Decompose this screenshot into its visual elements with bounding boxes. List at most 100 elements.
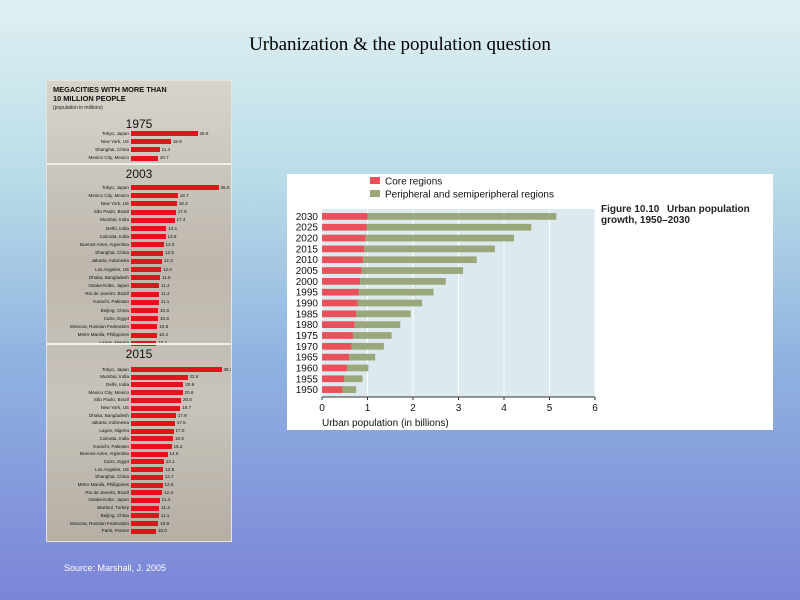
- megacity-value: 17.9: [177, 412, 187, 418]
- megacity-label: Delhi, India: [106, 381, 129, 387]
- core-regions-bar: [322, 277, 361, 285]
- megacity-bar: [131, 226, 167, 231]
- urban-growth-chart: 1950195519601965197019751980198519901995…: [296, 177, 750, 430]
- megacity-value: 13.0: [165, 241, 175, 247]
- peripheral-regions-bar: [364, 245, 495, 253]
- peripheral-regions-bar: [354, 321, 401, 329]
- x-tick-label: 5: [547, 403, 553, 414]
- megacity-label: Lagos, Nigeria: [99, 428, 129, 434]
- megacity-bar: [131, 139, 171, 145]
- urban-growth-figure: 1950 1955 1960 1965 1970 1975 1980 1985 1990 1995…: [287, 174, 773, 430]
- megacity-label: Shanghai, China: [95, 474, 129, 480]
- megacity-value: 19.7: [182, 405, 192, 410]
- y-tick-label: 1960: [296, 363, 319, 374]
- y-tick-label: 1985: [296, 309, 319, 320]
- megacity-value: 10.9: [160, 520, 170, 526]
- megacity-label: Buenos Aires, Argentina: [79, 451, 129, 457]
- megacity-bar: [131, 332, 157, 338]
- megacity-bar: [131, 497, 160, 503]
- megacity-value: 11.4: [161, 146, 171, 152]
- megacity-label: Dhaka, Bangladesh: [88, 412, 129, 418]
- megacity-bar: [131, 436, 173, 442]
- megacity-label: Moscow, Russian Federation: [70, 520, 129, 526]
- megacity-value: 10.8: [160, 315, 169, 321]
- y-tick-label: 2010: [296, 255, 319, 266]
- megacities-subtitle: (population in millions): [53, 105, 103, 111]
- core-regions-bar: [322, 213, 368, 220]
- megacity-value: 20.6: [184, 389, 194, 395]
- megacity-bar: [131, 193, 178, 199]
- megacity-label: Beijing, China: [100, 307, 129, 313]
- megacity-label: New York, US: [100, 138, 129, 144]
- megacity-value: 12.4: [164, 489, 173, 495]
- megacity-value: 10.7: [159, 155, 169, 161]
- x-tick-label: 2: [410, 403, 416, 414]
- peripheral-regions-bar: [361, 267, 464, 274]
- megacity-label: Tokyo, Japan: [101, 184, 129, 190]
- peripheral-regions-bar: [366, 223, 532, 231]
- peripheral-regions-bar: [362, 256, 477, 264]
- megacity-value: 11.3: [161, 505, 170, 511]
- megacity-bar: [131, 291, 159, 297]
- panel-divider: [47, 343, 231, 345]
- x-tick-label: 0: [319, 403, 325, 414]
- core-regions-bar: [322, 342, 352, 350]
- megacity-bar: [131, 490, 162, 496]
- megacity-value: 16.2: [173, 443, 183, 449]
- y-tick-label: 2020: [296, 234, 319, 245]
- megacity-label: Calcutta, India: [99, 435, 129, 441]
- megacity-bar: [131, 405, 181, 411]
- megacity-value: 13.8: [167, 233, 177, 239]
- megacity-value: 16.8: [175, 435, 184, 441]
- megacity-label: Mexico City, Mexico: [88, 192, 130, 198]
- megacity-value: 36.2: [223, 366, 232, 372]
- y-tick-label: 1965: [296, 353, 319, 364]
- megacity-value: 35.0: [220, 184, 230, 190]
- megacity-bar: [131, 316, 158, 322]
- core-regions-bar: [322, 299, 358, 307]
- megacity-bar: [131, 420, 175, 426]
- megacity-value: 11.6: [162, 274, 171, 280]
- x-tick-label: 6: [592, 403, 598, 414]
- megacity-value: 14.1: [168, 225, 178, 231]
- megacity-value: 17.5: [176, 420, 186, 426]
- megacity-value: 14.6: [169, 451, 179, 457]
- core-regions-bar: [322, 332, 353, 339]
- megacity-value: 22.6: [189, 374, 199, 380]
- megacity-bar: [131, 267, 161, 272]
- megacity-bar: [131, 275, 160, 281]
- megacity-label: Cairo, Egypt: [103, 315, 129, 321]
- core-regions-bar: [322, 321, 355, 329]
- megacities-title-line1: MEGACITIES WITH MORE THAN: [53, 85, 167, 94]
- megacity-value: 10.4: [159, 332, 168, 338]
- chart-title-line1: Urban population: [667, 204, 750, 215]
- megacity-label: Buenos Aires, Argentina: [79, 241, 129, 247]
- core-regions-bar: [322, 310, 357, 318]
- megacity-label: Tokyo, Japan: [101, 366, 129, 372]
- core-regions-bar: [322, 375, 345, 383]
- megacity-bar: [131, 155, 158, 161]
- core-regions-bar: [322, 234, 366, 242]
- megacity-bar: [131, 283, 159, 289]
- megacity-value: 17.9: [177, 209, 187, 215]
- panel-divider: [47, 163, 231, 165]
- megacity-bar: [131, 308, 158, 313]
- megacity-value: 12.0: [163, 266, 172, 272]
- core-regions-bar: [322, 386, 343, 393]
- megacity-label: Delhi, India: [106, 225, 129, 231]
- core-regions-bar: [322, 256, 363, 264]
- megacity-bar: [131, 374, 188, 380]
- y-tick-label: 1995: [296, 288, 319, 299]
- megacity-label: Jakarta, Indonesia: [91, 258, 129, 264]
- megacity-value: 11.1: [160, 512, 170, 518]
- megacity-label: Rio de Janeiro, Brazil: [85, 291, 129, 297]
- megacity-bar: [131, 382, 184, 388]
- megacity-label: Paris, France: [101, 528, 129, 534]
- megacity-label: Los Angeles, US: [95, 266, 129, 272]
- megacity-label: Shanghai, China: [95, 146, 129, 152]
- megacity-bar: [131, 324, 158, 330]
- y-tick-label: 2015: [296, 244, 319, 255]
- chart-title-line2: growth, 1950–2030: [601, 215, 690, 226]
- megacity-bar: [131, 185, 219, 190]
- megacity-value: 11.2: [161, 282, 170, 288]
